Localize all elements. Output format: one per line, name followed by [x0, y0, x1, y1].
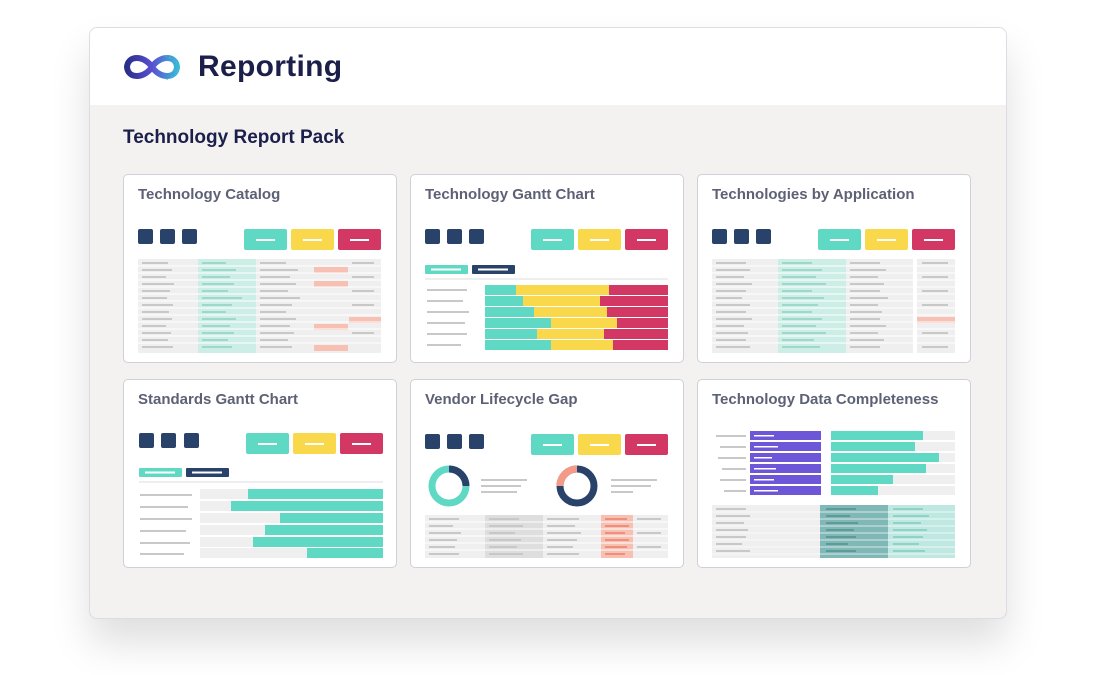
bar-preview-thumbnail — [139, 433, 383, 558]
report-card-vendor-lifecycle-gap[interactable]: Vendor Lifecycle Gap — [410, 379, 684, 568]
report-title: Technology Gantt Chart — [425, 186, 595, 203]
page-title: Technology Report Pack — [123, 127, 345, 148]
gantt-preview-thumbnail — [425, 229, 668, 350]
app-title: Reporting — [198, 49, 343, 83]
report-title: Technology Catalog — [138, 186, 281, 203]
report-card-technologies-by-application[interactable]: Technologies by Application — [697, 174, 971, 363]
report-card-technology-gantt-chart[interactable]: Technology Gantt Chart — [410, 174, 684, 363]
reporting-window: Reporting Technology Report Pack Technol… — [89, 27, 1007, 619]
report-title: Standards Gantt Chart — [138, 391, 299, 408]
table-preview-thumbnail — [138, 229, 381, 353]
completeness-preview-thumbnail — [712, 431, 955, 558]
report-title: Technology Data Completeness — [712, 391, 939, 408]
report-card-technology-data-completeness[interactable]: Technology Data Completeness — [697, 379, 971, 568]
app-header: Reporting — [90, 28, 1006, 105]
report-card-standards-gantt-chart[interactable]: Standards Gantt Chart — [123, 379, 397, 568]
report-card-technology-catalog[interactable]: Technology Catalog — [123, 174, 397, 363]
donut-preview-thumbnail — [425, 434, 668, 558]
infinity-logo-icon — [123, 54, 181, 80]
report-title: Technologies by Application — [712, 186, 915, 203]
table-preview-thumbnail — [712, 229, 955, 353]
report-title: Vendor Lifecycle Gap — [425, 391, 578, 408]
